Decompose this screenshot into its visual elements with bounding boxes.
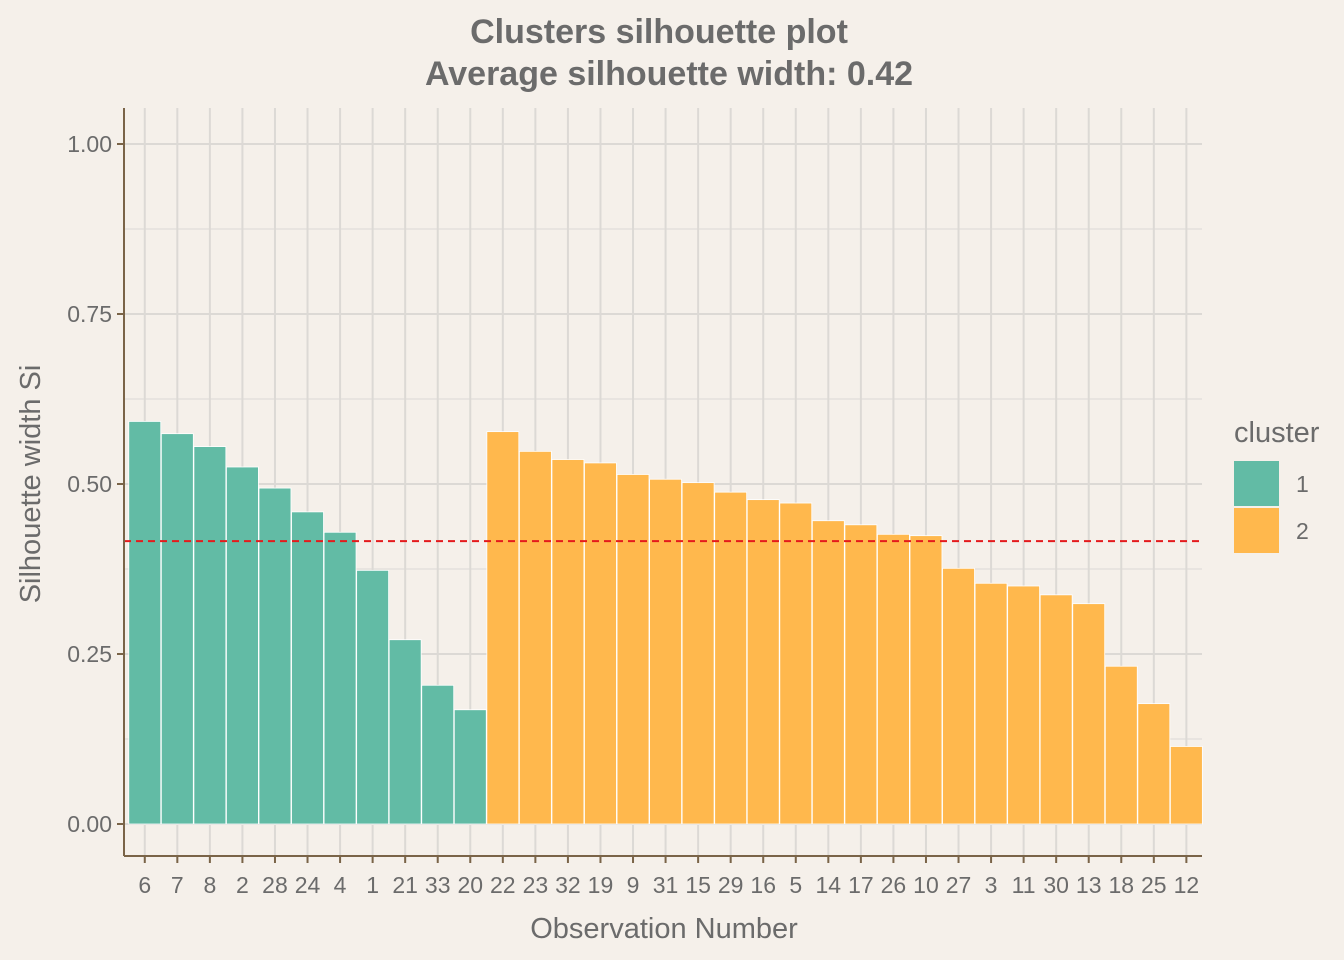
x-tick-label-10: 10 <box>913 872 939 898</box>
x-tick-label-7: 7 <box>171 872 184 898</box>
bar-obs-17 <box>844 524 878 825</box>
y-tick-label: 0.75 <box>67 301 112 327</box>
legend-title: cluster <box>1234 417 1320 449</box>
bar-obs-12 <box>1170 746 1203 825</box>
legend-label-1: 1 <box>1296 471 1309 497</box>
x-tick-label-4: 4 <box>334 872 347 898</box>
x-tick-label-28: 28 <box>262 872 288 898</box>
bar-obs-25 <box>1137 703 1171 825</box>
legend: cluster 12 <box>1234 417 1320 553</box>
x-tick-label-23: 23 <box>523 872 549 898</box>
bar-obs-24 <box>291 511 324 825</box>
bar-obs-19 <box>584 462 617 825</box>
y-tick-labels: 0.00 0.25 0.50 0.75 1.00 <box>67 131 112 837</box>
bar-obs-11 <box>1007 585 1041 825</box>
bar-obs-13 <box>1072 603 1106 825</box>
x-tick-labels: 6 7 8 2 28 24 4 1 21 33 20 22 23 32 19 9 31 15 29 16 5 14 17 26… <box>138 872 1199 898</box>
bars <box>128 421 1203 825</box>
x-tick-label-22: 22 <box>490 872 516 898</box>
x-tick-label-19: 19 <box>588 872 614 898</box>
bar-obs-9 <box>616 474 650 825</box>
x-tick-label-25: 25 <box>1141 872 1167 898</box>
x-tick-label-31: 31 <box>653 872 679 898</box>
bar-obs-1 <box>356 569 389 825</box>
x-tick-label-15: 15 <box>685 872 711 898</box>
x-tick-label-13: 13 <box>1076 872 1102 898</box>
y-tick-label: 0.00 <box>67 811 112 837</box>
bar-obs-26 <box>877 533 910 825</box>
bar-obs-16 <box>746 499 780 825</box>
legend-swatch-1 <box>1234 461 1279 506</box>
x-tick-label-17: 17 <box>848 872 874 898</box>
x-tick-label-5: 5 <box>789 872 802 898</box>
x-tick-label-29: 29 <box>718 872 744 898</box>
bar-obs-18 <box>1104 665 1138 825</box>
legend-label-2: 2 <box>1296 518 1309 544</box>
bar-obs-14 <box>811 520 845 825</box>
y-tick-label: 1.00 <box>67 131 112 157</box>
x-tick-label-2: 2 <box>236 872 249 898</box>
bar-obs-30 <box>1039 594 1073 825</box>
bar-obs-10 <box>909 535 943 825</box>
chart-subtitle: Average silhouette width: 0.42 <box>425 55 913 93</box>
bar-obs-2 <box>226 466 259 825</box>
x-tick-label-26: 26 <box>881 872 907 898</box>
bar-obs-33 <box>421 684 455 825</box>
chart-title: Clusters silhouette plot <box>470 13 848 51</box>
bar-obs-21 <box>388 639 422 825</box>
x-tick-label-8: 8 <box>203 872 216 898</box>
bar-obs-22 <box>486 431 520 825</box>
bar-obs-23 <box>519 450 552 825</box>
bar-obs-5 <box>779 502 813 825</box>
bar-obs-32 <box>551 459 585 825</box>
x-tick-label-6: 6 <box>138 872 151 898</box>
y-tick-label: 0.50 <box>67 471 112 497</box>
x-tick-label-9: 9 <box>627 872 640 898</box>
axes <box>117 108 1202 863</box>
x-tick-label-1: 1 <box>366 872 379 898</box>
bar-obs-8 <box>193 446 227 825</box>
x-tick-label-12: 12 <box>1174 872 1200 898</box>
legend-swatch-2 <box>1234 508 1279 553</box>
x-tick-label-32: 32 <box>555 872 581 898</box>
legend-entries: 12 <box>1234 461 1309 553</box>
x-tick-label-18: 18 <box>1108 872 1134 898</box>
x-tick-label-21: 21 <box>392 872 418 898</box>
x-tick-label-14: 14 <box>816 872 842 898</box>
x-tick-label-27: 27 <box>946 872 972 898</box>
bar-obs-27 <box>942 567 975 825</box>
bar-obs-31 <box>649 478 682 825</box>
x-tick-label-30: 30 <box>1043 872 1069 898</box>
bar-obs-4 <box>323 531 357 825</box>
x-tick-label-24: 24 <box>295 872 321 898</box>
x-tick-label-20: 20 <box>457 872 483 898</box>
y-axis-title: Silhouette width Si <box>15 365 47 604</box>
bar-obs-28 <box>258 487 292 825</box>
x-axis-title: Observation Number <box>530 913 798 945</box>
bar-obs-3 <box>974 582 1008 825</box>
y-tick-label: 0.25 <box>67 641 112 667</box>
bar-obs-15 <box>681 482 715 825</box>
x-tick-label-3: 3 <box>985 872 998 898</box>
x-tick-label-33: 33 <box>425 872 451 898</box>
bar-obs-20 <box>453 709 487 825</box>
x-tick-label-16: 16 <box>750 872 776 898</box>
bar-obs-7 <box>160 433 194 825</box>
bar-obs-6 <box>128 421 162 825</box>
x-tick-label-11: 11 <box>1012 872 1036 898</box>
bar-obs-29 <box>714 491 748 825</box>
